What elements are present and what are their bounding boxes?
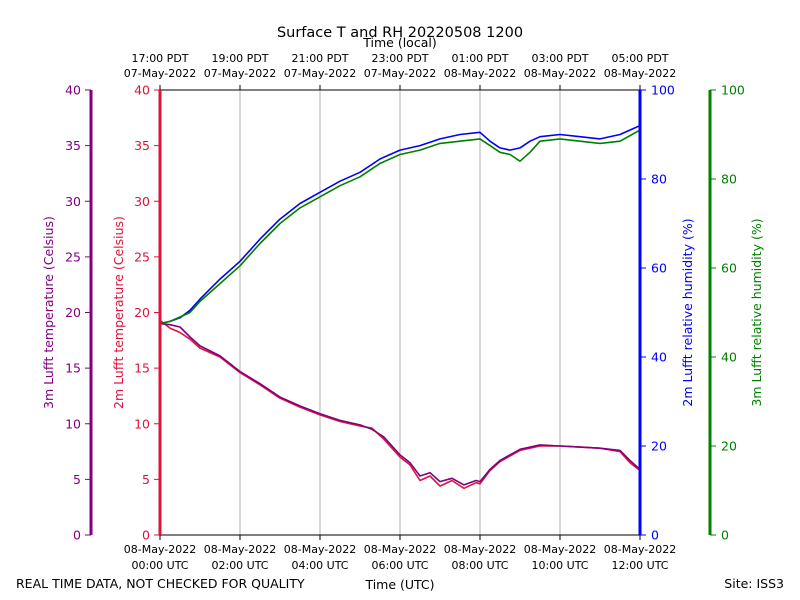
3m-temperature-tick-label: 15 [65, 361, 81, 376]
quality-notice: REAL TIME DATA, NOT CHECKED FOR QUALITY [16, 576, 305, 591]
3m-temperature-axis-label: 3m Lufft temperature (Celsius) [41, 216, 56, 409]
2m-humidity-tick-label: 80 [651, 172, 667, 187]
top-axis-label: Time (local) [362, 35, 436, 50]
top-tick-time: 17:00 PDT [131, 52, 188, 65]
bottom-tick-time: 12:00 UTC [611, 559, 668, 572]
top-tick-date: 08-May-2022 [604, 67, 676, 80]
3m-temperature-tick-label: 40 [65, 83, 81, 98]
bottom-tick-date: 08-May-2022 [524, 543, 596, 556]
2m-humidity-tick-label: 20 [651, 439, 667, 454]
grid-lines [239, 90, 561, 535]
2m-temperature-tick-label: 35 [134, 138, 150, 153]
3m-temperature-tick-label: 5 [73, 472, 81, 487]
3m-humidity-tick-label: 100 [721, 83, 745, 98]
3m-relative-humidity-line [159, 129, 641, 325]
3m-humidity-tick-label: 80 [721, 172, 737, 187]
3m-humidity-tick-label: 40 [721, 350, 737, 365]
3m-temperature-tick-label: 25 [65, 249, 81, 264]
bottom-tick-time: 08:00 UTC [451, 559, 508, 572]
series-lines [159, 124, 641, 490]
2m-temperature-axis-label: 2m Lufft temperature (Celsius) [111, 216, 126, 409]
2m-humidity-tick-label: 0 [651, 528, 659, 543]
2m-humidity-axis-label: 2m Lufft relative humidity (%) [680, 218, 695, 406]
2m-relative-humidity-line [159, 124, 641, 325]
top-tick-time: 21:00 PDT [291, 52, 348, 65]
2m-humidity-tick-label: 100 [651, 83, 675, 98]
3m-humidity-tick-label: 20 [721, 439, 737, 454]
bottom-axis-label: Time (UTC) [364, 577, 434, 592]
bottom-tick-time: 00:00 UTC [131, 559, 188, 572]
3m-humidity-tick-label: 0 [721, 528, 729, 543]
bottom-tick-date: 08-May-2022 [604, 543, 676, 556]
bottom-tick-date: 08-May-2022 [284, 543, 356, 556]
top-tick-date: 07-May-2022 [204, 67, 276, 80]
top-tick-time: 23:00 PDT [371, 52, 428, 65]
axes: 0 5 10 15 20 25 30 35 40 3m Lufft temperature (Ce… [41, 83, 764, 543]
3m-temperature-tick-label: 0 [73, 528, 81, 543]
time-axes: 08-May-2022 00:00 UTC 08-May-2022 02:00 UTC… [124, 52, 676, 572]
2m-humidity-tick-label: 40 [651, 350, 667, 365]
2m-temperature-tick-label: 15 [134, 361, 150, 376]
chart-title: Surface T and RH 20220508 1200 [277, 25, 523, 41]
top-tick-time: 03:00 PDT [531, 52, 588, 65]
top-tick-date: 07-May-2022 [284, 67, 356, 80]
2m-temperature-tick-label: 40 [134, 83, 150, 98]
bottom-tick-time: 10:00 UTC [531, 559, 588, 572]
top-tick-date: 07-May-2022 [364, 67, 436, 80]
3m-temperature-line [159, 322, 641, 486]
site-label: Site: ISS3 [724, 576, 784, 591]
bottom-tick-date: 08-May-2022 [204, 543, 276, 556]
3m-temperature-tick-label: 30 [65, 194, 81, 209]
2m-humidity-tick-label: 60 [651, 261, 667, 276]
top-tick-time: 01:00 PDT [451, 52, 508, 65]
bottom-tick-time: 02:00 UTC [211, 559, 268, 572]
3m-temperature-tick-label: 35 [65, 138, 81, 153]
bottom-tick-time: 04:00 UTC [291, 559, 348, 572]
bottom-tick-date: 08-May-2022 [124, 543, 196, 556]
bottom-tick-date: 08-May-2022 [444, 543, 516, 556]
top-tick-date: 08-May-2022 [524, 67, 596, 80]
2m-temperature-tick-label: 10 [134, 416, 150, 431]
3m-humidity-axis-label: 3m Lufft relative humidity (%) [749, 218, 764, 406]
top-tick-time: 19:00 PDT [211, 52, 268, 65]
bottom-tick-date: 08-May-2022 [364, 543, 436, 556]
top-tick-time: 05:00 PDT [611, 52, 668, 65]
2m-temperature-tick-label: 25 [134, 249, 150, 264]
2m-temperature-tick-label: 30 [134, 194, 150, 209]
2m-temperature-tick-label: 5 [142, 472, 150, 487]
3m-temperature-tick-label: 10 [65, 416, 81, 431]
3m-humidity-tick-label: 60 [721, 261, 737, 276]
top-tick-date: 08-May-2022 [444, 67, 516, 80]
bottom-tick-time: 06:00 UTC [371, 559, 428, 572]
3m-temperature-tick-label: 20 [65, 305, 81, 320]
2m-temperature-tick-label: 0 [142, 528, 150, 543]
2m-temperature-tick-label: 20 [134, 305, 150, 320]
top-tick-date: 07-May-2022 [124, 67, 196, 80]
